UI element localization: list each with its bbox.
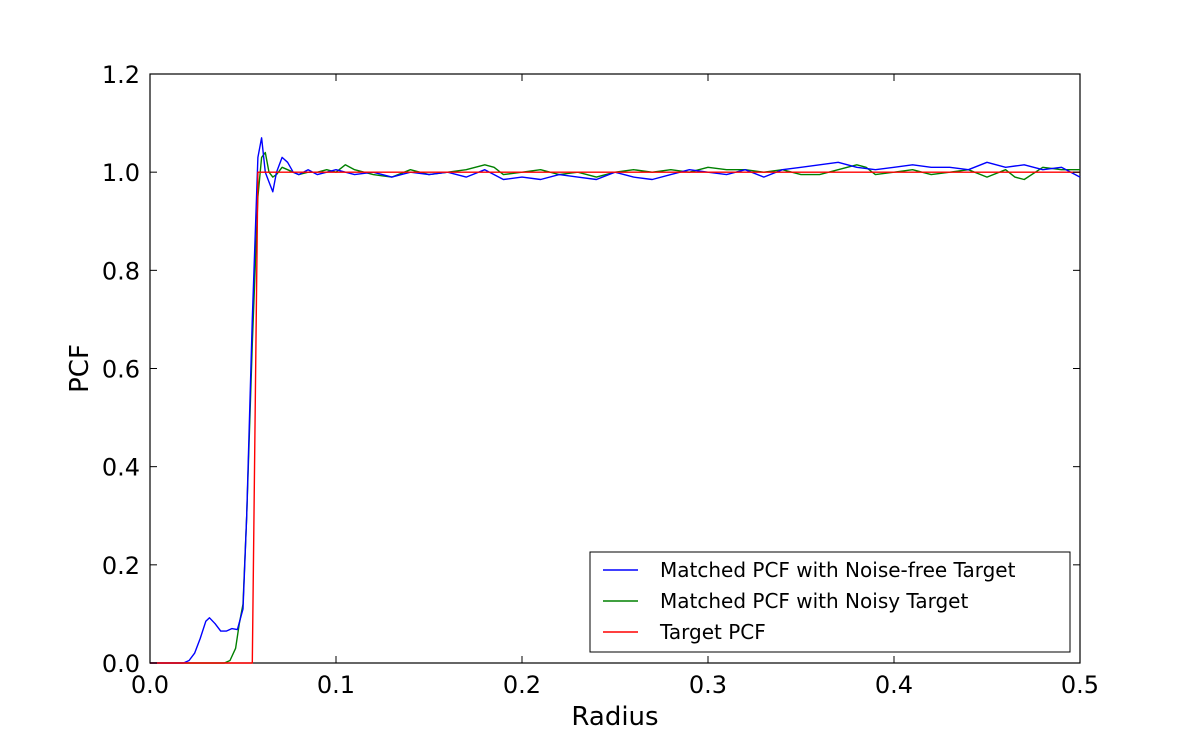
x-tick-label-2: 0.2 [503, 671, 541, 699]
y-tick-label-3: 0.6 [102, 356, 140, 384]
x-tick-label-4: 0.4 [875, 671, 913, 699]
legend-label-target: Target PCF [659, 620, 766, 644]
x-tick-label-5: 0.5 [1061, 671, 1099, 699]
legend-label-noise-free: Matched PCF with Noise-free Target [660, 558, 1016, 582]
legend-label-noisy: Matched PCF with Noisy Target [660, 589, 968, 613]
y-tick-label-6: 1.2 [102, 61, 140, 89]
legend: Matched PCF with Noise-free Target Match… [589, 551, 1071, 653]
legend-entry-noisy: Matched PCF with Noisy Target [603, 589, 968, 613]
ticks-layer: 0.0 0.1 0.2 0.3 0.4 0.5 0.0 0.2 0.4 0.6 0.8 1.0 1.2 [102, 61, 1099, 699]
y-tick-label-0: 0.0 [102, 650, 140, 678]
x-tick-label-1: 0.1 [317, 671, 355, 699]
y-tick-label-5: 1.0 [102, 159, 140, 187]
y-tick-label-1: 0.2 [102, 552, 140, 580]
y-axis-label: PCF [65, 344, 95, 393]
x-tick-label-3: 0.3 [689, 671, 727, 699]
y-tick-label-4: 0.8 [102, 257, 140, 285]
legend-entry-noise-free: Matched PCF with Noise-free Target [603, 558, 1016, 582]
y-tick-label-2: 0.4 [102, 454, 140, 482]
legend-entry-target: Target PCF [603, 620, 766, 644]
x-axis-label: Radius [571, 702, 658, 732]
series-line-2 [150, 171, 1080, 664]
legend-box [589, 551, 1071, 653]
x-tick-label-0: 0.0 [131, 671, 169, 699]
series-layer [150, 137, 1081, 664]
